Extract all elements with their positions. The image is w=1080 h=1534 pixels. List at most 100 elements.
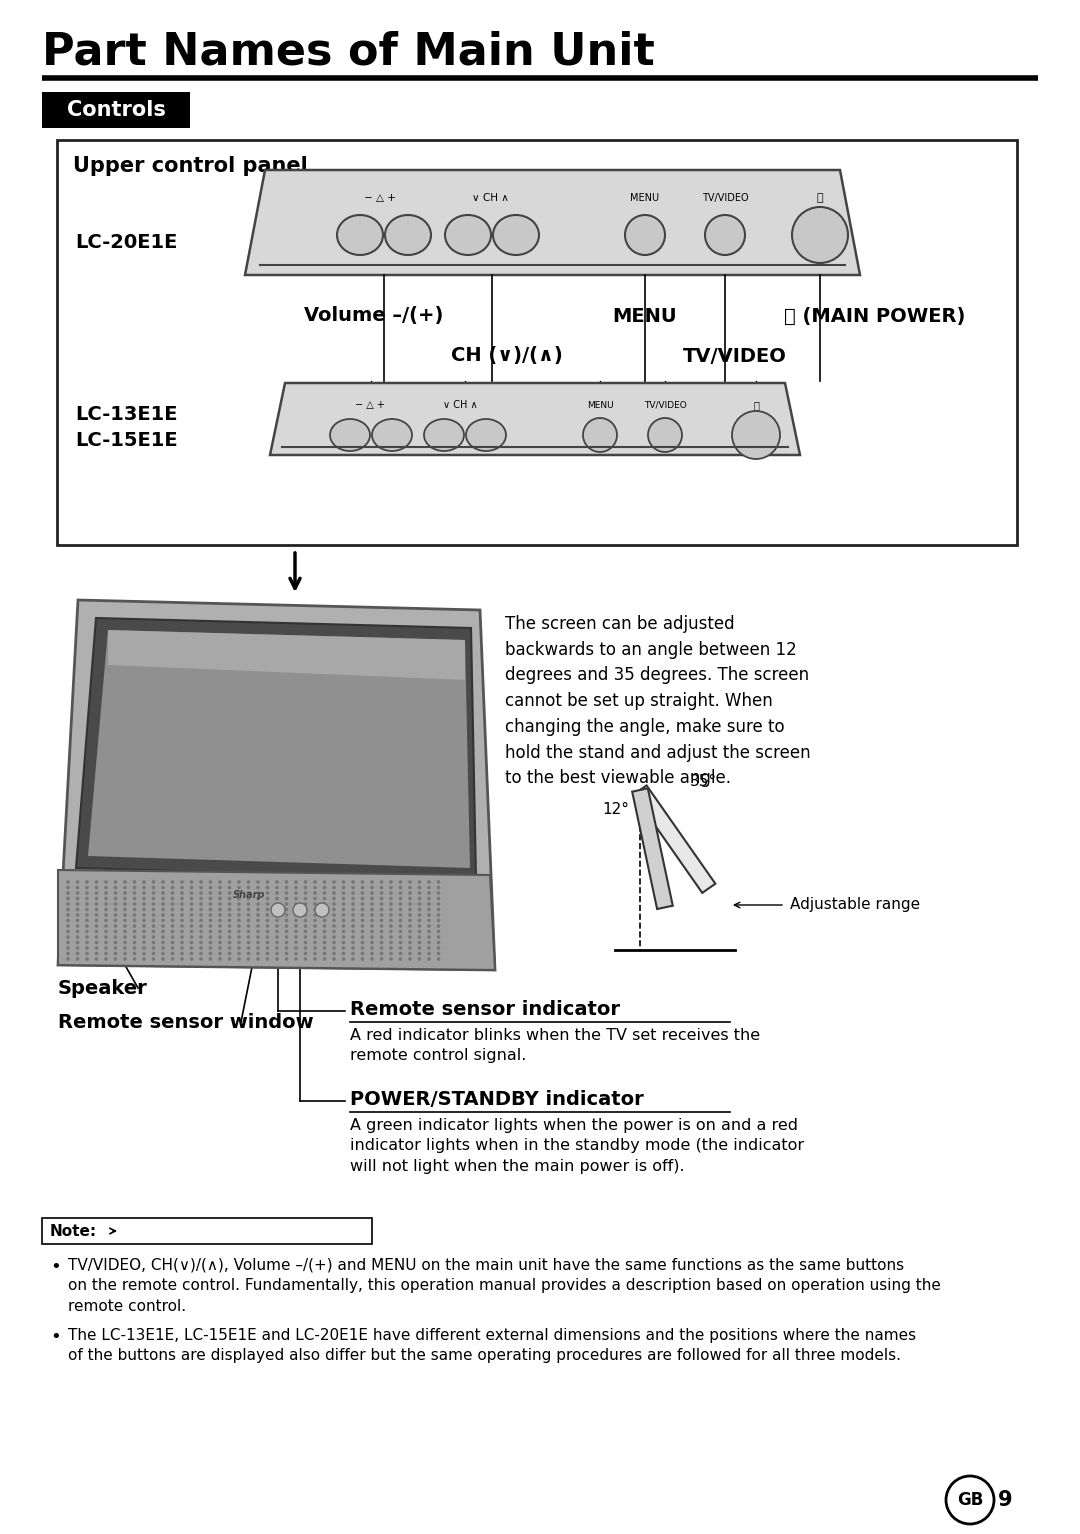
Circle shape xyxy=(199,891,203,894)
Circle shape xyxy=(218,908,221,911)
Circle shape xyxy=(341,897,346,900)
Circle shape xyxy=(256,908,260,911)
Circle shape xyxy=(143,891,146,894)
Circle shape xyxy=(113,957,118,960)
Circle shape xyxy=(341,940,346,945)
Circle shape xyxy=(85,936,89,939)
Circle shape xyxy=(380,891,383,894)
Circle shape xyxy=(143,885,146,890)
Text: Remote sensor window: Remote sensor window xyxy=(58,1012,313,1031)
Circle shape xyxy=(123,923,126,928)
Circle shape xyxy=(323,946,326,950)
Circle shape xyxy=(66,891,70,894)
Circle shape xyxy=(246,919,251,922)
Circle shape xyxy=(199,946,203,950)
Circle shape xyxy=(161,913,165,917)
Circle shape xyxy=(792,207,848,262)
Circle shape xyxy=(171,913,174,917)
Circle shape xyxy=(275,946,279,950)
Circle shape xyxy=(133,881,136,884)
Circle shape xyxy=(333,908,336,911)
Circle shape xyxy=(418,885,421,890)
Circle shape xyxy=(171,919,174,922)
Text: 35°: 35° xyxy=(690,775,717,790)
Circle shape xyxy=(333,946,336,950)
Circle shape xyxy=(428,940,431,945)
Circle shape xyxy=(76,908,79,911)
Circle shape xyxy=(399,891,402,894)
Circle shape xyxy=(275,923,279,928)
Circle shape xyxy=(370,908,374,911)
Circle shape xyxy=(246,923,251,928)
Circle shape xyxy=(199,936,203,939)
Circle shape xyxy=(648,417,681,453)
Circle shape xyxy=(151,946,156,950)
Circle shape xyxy=(199,885,203,890)
Circle shape xyxy=(256,930,260,933)
Circle shape xyxy=(199,930,203,933)
Circle shape xyxy=(361,913,364,917)
Circle shape xyxy=(436,940,441,945)
Circle shape xyxy=(238,940,241,945)
Circle shape xyxy=(266,923,269,928)
Circle shape xyxy=(389,946,393,950)
Circle shape xyxy=(208,908,213,911)
Circle shape xyxy=(333,881,336,884)
Circle shape xyxy=(436,919,441,922)
Text: TV/VIDEO: TV/VIDEO xyxy=(702,193,748,202)
Circle shape xyxy=(294,885,298,890)
Circle shape xyxy=(361,951,364,956)
Circle shape xyxy=(95,930,98,933)
Circle shape xyxy=(351,936,355,939)
Circle shape xyxy=(95,923,98,928)
Circle shape xyxy=(180,957,184,960)
Circle shape xyxy=(266,930,269,933)
Text: Sharp: Sharp xyxy=(233,890,266,900)
Circle shape xyxy=(399,902,402,905)
Circle shape xyxy=(303,951,308,956)
Circle shape xyxy=(323,923,326,928)
Circle shape xyxy=(190,908,193,911)
Circle shape xyxy=(341,919,346,922)
Polygon shape xyxy=(245,170,860,275)
Circle shape xyxy=(171,940,174,945)
Circle shape xyxy=(104,891,108,894)
Circle shape xyxy=(104,913,108,917)
Circle shape xyxy=(341,891,346,894)
Circle shape xyxy=(313,902,316,905)
Circle shape xyxy=(228,940,231,945)
Circle shape xyxy=(246,881,251,884)
Circle shape xyxy=(208,881,213,884)
Circle shape xyxy=(161,885,165,890)
Circle shape xyxy=(266,897,269,900)
Polygon shape xyxy=(108,630,465,680)
Circle shape xyxy=(370,930,374,933)
Text: 9: 9 xyxy=(998,1490,1012,1509)
Circle shape xyxy=(85,930,89,933)
Circle shape xyxy=(208,936,213,939)
Circle shape xyxy=(285,881,288,884)
Circle shape xyxy=(66,897,70,900)
Circle shape xyxy=(113,902,118,905)
Circle shape xyxy=(333,957,336,960)
Circle shape xyxy=(351,930,355,933)
Circle shape xyxy=(303,946,308,950)
Circle shape xyxy=(418,908,421,911)
Circle shape xyxy=(275,881,279,884)
Circle shape xyxy=(370,946,374,950)
Circle shape xyxy=(408,913,411,917)
Circle shape xyxy=(408,908,411,911)
Circle shape xyxy=(76,940,79,945)
Circle shape xyxy=(123,940,126,945)
Circle shape xyxy=(133,897,136,900)
Circle shape xyxy=(351,919,355,922)
Circle shape xyxy=(171,897,174,900)
Circle shape xyxy=(218,913,221,917)
Circle shape xyxy=(218,902,221,905)
Circle shape xyxy=(246,891,251,894)
Circle shape xyxy=(333,951,336,956)
Circle shape xyxy=(151,919,156,922)
Circle shape xyxy=(180,908,184,911)
Text: ⓘ: ⓘ xyxy=(753,400,759,410)
Text: The screen can be adjusted
backwards to an angle between 12
degrees and 35 degre: The screen can be adjusted backwards to … xyxy=(505,615,811,787)
